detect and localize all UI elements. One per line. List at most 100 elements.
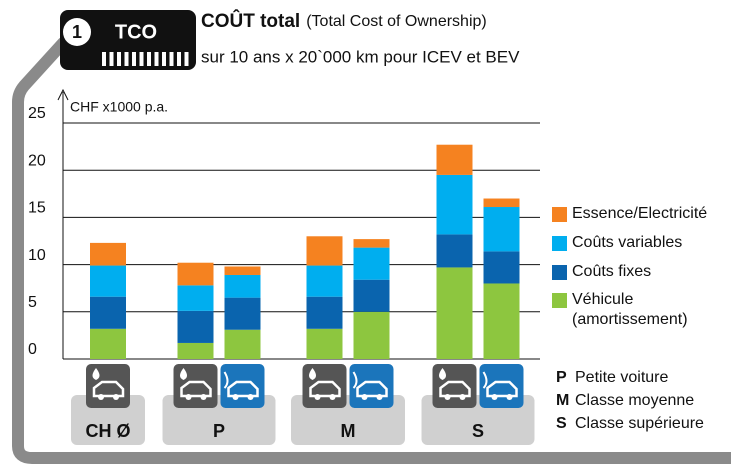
bev-icon [220,364,265,408]
bar-segment [353,311,390,359]
icev-icon [302,364,347,408]
icev-icon [173,364,218,408]
legend-label: Véhicule (amortissement) [572,291,688,328]
icon-plug [223,371,229,389]
bar-segment [306,236,343,266]
icon-wheel [329,394,336,400]
badge-circle [63,18,91,46]
bar-segment [436,144,473,175]
badge-label: TCO [115,21,157,43]
icon-wheel [376,394,383,400]
barcode-stripe [162,52,166,66]
barcode-stripe [184,52,189,66]
legend-swatch [552,293,567,308]
barcode-stripe [117,52,121,66]
legend-label: Coûts variables [572,234,683,251]
key-text: Petite voiture [575,369,668,386]
bar-segment [177,342,214,359]
icon-car [309,380,341,398]
y-tick-label: 5 [28,294,37,311]
key-letter: S [556,415,567,432]
x-tick-label: P [213,421,225,441]
icon-car [180,380,212,398]
barcode-stripe [147,52,151,66]
bar-segment [177,262,214,286]
badge-number: 1 [72,22,82,42]
icon-drop [92,368,100,380]
icev-icon [432,364,477,408]
barcode-stripe [109,52,114,66]
bar-segment [483,198,520,208]
y-tick-label: 10 [28,247,46,264]
icon-car [486,380,518,398]
frame [12,37,731,464]
bar-segment [90,265,126,297]
bar-segment [436,234,473,268]
icon-wheel [506,394,513,400]
icon-drop [309,368,316,380]
icon-car [92,380,125,398]
bar-segment [483,283,520,359]
icon-wheel [98,394,104,400]
bar-segment [353,239,390,248]
bar-segment [436,174,473,235]
icon-wheel [200,394,207,400]
x-tick-label: CH Ø [86,421,131,441]
bar-segment [224,266,261,275]
bev-icon [479,364,524,408]
chart-subtitle: sur 10 ans x 20`000 km pour ICEV et BEV [201,47,520,66]
icon-car [227,380,259,398]
icon-wheel [361,394,368,400]
legend-label: Coûts fixes [572,263,652,280]
icon-plug [352,371,358,389]
key-text: Classe supérieure [575,415,704,432]
icon-bg [86,364,130,408]
barcode-stripe [132,52,136,66]
icon-wheel [185,394,192,400]
bar-segment [90,242,126,266]
barcode-stripe [154,52,159,66]
barcode-stripe [177,52,181,66]
key-letter: M [556,392,569,409]
y-axis-label: CHF x1000 p.a. [70,99,168,115]
chart-title: COÛT total (Total Cost of Ownership) [201,10,487,32]
bar-segment [306,328,343,359]
icon-bg [432,364,477,408]
y-tick-label: 25 [28,105,46,122]
icon-drop [439,368,446,380]
icon-plug [482,371,488,389]
bar-segment [306,296,343,329]
icon-wheel [314,394,321,400]
x-tick-label: M [341,421,356,441]
barcode-stripe [169,52,174,66]
bar-segment [224,297,261,330]
icon-bg [302,364,347,408]
bev-icon [349,364,394,408]
icon-car [439,380,471,398]
x-tick-label: S [472,421,484,441]
icon-wheel [113,394,119,400]
key-letter: P [556,369,567,386]
bar-segment [224,274,261,298]
icon-bg [173,364,218,408]
icon-wheel [491,394,498,400]
bar-segment [306,265,343,297]
y-tick-label: 15 [28,200,46,217]
bar-segment [353,279,390,312]
bar-segment [353,247,390,280]
bar-segment [177,285,214,311]
legend-swatch [552,236,567,251]
bar-segment [90,328,126,359]
icon-wheel [232,394,239,400]
icon-wheel [444,394,451,400]
y-tick-label: 0 [28,341,37,358]
icon-drop [180,368,187,380]
legend-label: Essence/Electricité [572,205,708,222]
icev-icon [86,364,130,408]
bar-segment [436,267,473,359]
icon-wheel [459,394,466,400]
barcode-stripe [139,52,144,66]
barcode-stripe [124,52,129,66]
